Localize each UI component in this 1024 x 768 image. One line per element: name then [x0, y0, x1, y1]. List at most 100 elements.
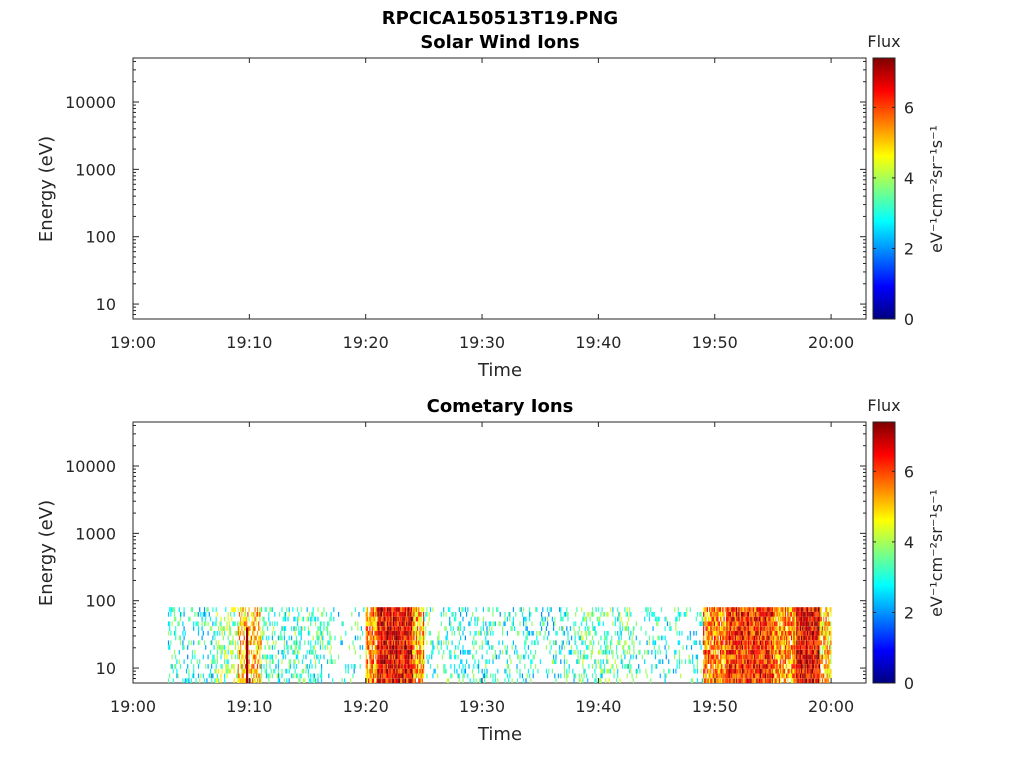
flux-cell: [646, 673, 648, 679]
flux-cell: [730, 659, 732, 664]
flux-cell: [382, 664, 384, 669]
flux-cell: [780, 649, 782, 655]
flux-cell: [250, 664, 253, 669]
flux-cell: [770, 668, 772, 674]
flux-cell: [762, 673, 764, 679]
flux-cell: [242, 664, 244, 669]
flux-cell: [733, 678, 735, 683]
flux-cell: [719, 640, 722, 646]
flux-cell: [394, 612, 396, 617]
flux-cell: [723, 678, 725, 683]
flux-cell: [379, 612, 381, 617]
flux-cell: [279, 673, 281, 679]
flux-cell: [749, 668, 751, 674]
flux-cell: [617, 654, 619, 660]
flux-cell: [384, 626, 386, 631]
flux-cell: [817, 659, 819, 664]
flux-cell: [758, 621, 760, 627]
flux-cell: [752, 668, 754, 674]
flux-cell: [745, 640, 747, 646]
flux-cell: [750, 630, 752, 636]
flux-cell: [289, 659, 291, 664]
flux-cell: [485, 621, 487, 627]
flux-cell: [711, 654, 713, 660]
flux-cell: [788, 649, 790, 655]
flux-cell: [202, 673, 204, 679]
flux-cell: [407, 673, 409, 679]
flux-cell: [810, 621, 812, 627]
flux-cell: [579, 635, 582, 641]
flux-cell: [250, 649, 253, 655]
flux-cell: [408, 654, 410, 660]
flux-cell: [418, 659, 420, 664]
flux-cell: [717, 607, 719, 612]
flux-cell: [809, 630, 811, 636]
flux-cell: [408, 664, 410, 669]
flux-cell: [796, 635, 798, 641]
flux-cell: [796, 659, 798, 664]
flux-cell: [211, 678, 213, 683]
flux-cell: [788, 640, 790, 646]
flux-cell: [391, 635, 393, 641]
flux-cell: [394, 678, 396, 683]
flux-cell: [366, 630, 369, 636]
flux-cell: [397, 645, 399, 650]
flux-cell: [696, 654, 699, 660]
flux-cell: [252, 654, 254, 660]
flux-cell: [726, 621, 728, 627]
flux-cell: [790, 678, 793, 683]
flux-cell: [551, 659, 553, 664]
flux-cell: [255, 612, 257, 617]
flux-cell: [233, 607, 235, 612]
flux-cell: [738, 607, 740, 612]
flux-cell: [757, 654, 759, 660]
flux-cell: [746, 635, 748, 641]
flux-cell: [819, 607, 821, 612]
flux-cell: [601, 668, 603, 674]
flux-cell: [827, 640, 830, 646]
flux-cell: [780, 640, 782, 646]
flux-cell: [224, 649, 226, 655]
flux-cell: [717, 654, 719, 660]
flux-cell: [605, 645, 607, 650]
flux-cell: [802, 645, 804, 650]
flux-cell: [370, 649, 372, 655]
flux-cell: [260, 630, 262, 636]
flux-cell: [398, 616, 401, 622]
flux-cell: [533, 654, 535, 660]
flux-cell: [293, 649, 295, 655]
flux-cell: [631, 673, 633, 679]
flux-cell: [395, 635, 397, 641]
flux-cell: [366, 612, 369, 617]
flux-cell: [600, 668, 602, 674]
flux-cell: [366, 678, 369, 683]
flux-cell: [802, 654, 804, 660]
flux-cell: [606, 668, 608, 674]
flux-cell: [275, 640, 277, 646]
flux-cell: [492, 654, 494, 660]
flux-cell: [578, 678, 580, 683]
flux-cell: [768, 649, 770, 655]
flux-cell: [250, 640, 253, 646]
flux-cell: [508, 664, 510, 669]
flux-cell: [786, 621, 788, 627]
flux-cell: [651, 612, 653, 617]
flux-cell: [617, 630, 619, 636]
flux-cell: [709, 659, 711, 664]
flux-cell: [803, 621, 805, 627]
flux-cell: [443, 649, 445, 655]
flux-cell: [798, 612, 800, 617]
flux-cell: [277, 659, 279, 664]
colorbar-title: Flux: [867, 32, 900, 51]
flux-cell: [395, 668, 397, 674]
flux-cell: [480, 626, 482, 631]
flux-cell: [368, 649, 370, 655]
flux-cell: [244, 664, 247, 669]
flux-cell: [567, 612, 569, 617]
flux-cell: [719, 659, 722, 664]
flux-cell: [391, 640, 393, 646]
flux-cell: [392, 659, 395, 664]
flux-cell: [486, 668, 488, 674]
flux-cell: [810, 649, 812, 655]
flux-cell: [281, 635, 283, 641]
